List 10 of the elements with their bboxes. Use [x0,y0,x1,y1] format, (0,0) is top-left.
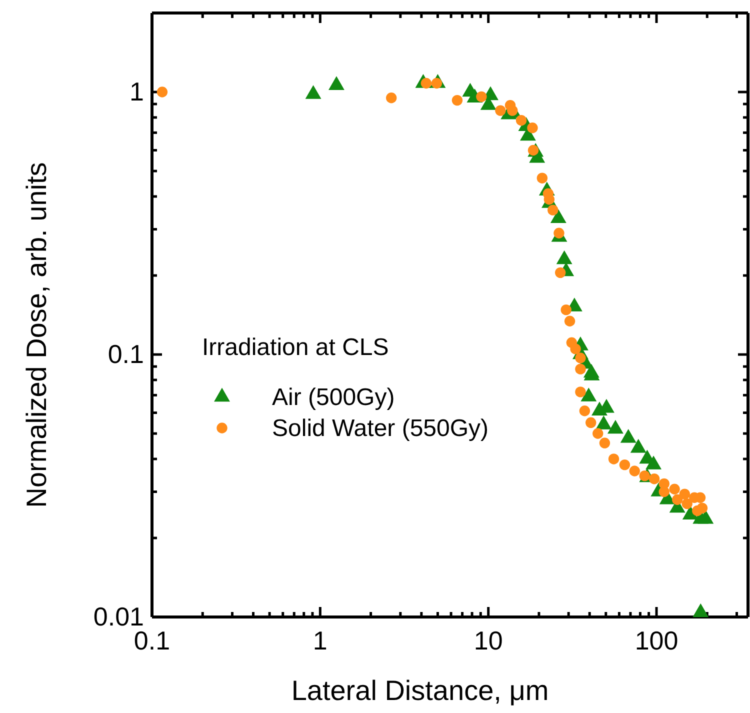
legend-title: Irradiation at CLS [202,334,389,361]
x-tick-label: 1 [312,625,328,656]
x-axis-title: Lateral Distance, μm [291,675,549,706]
y-tick-label: 1 [130,76,144,106]
legend-label: Solid Water (550Gy) [272,415,489,442]
legend-label: Air (500Gy) [272,384,395,411]
x-tick-label: 10 [474,625,503,656]
y-tick-label: 0.1 [108,338,144,369]
x-tick-label: 100 [634,625,678,656]
y-axis-title: Normalized Dose, arb. units [21,162,52,508]
